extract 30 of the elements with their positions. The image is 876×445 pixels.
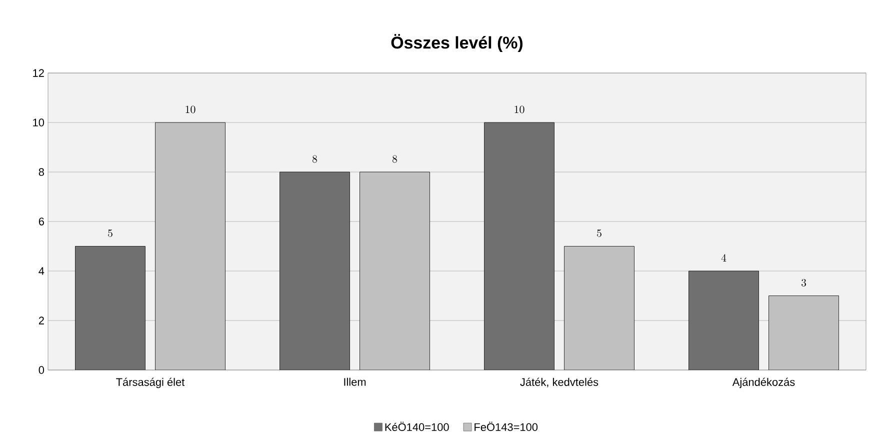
bar [360,172,430,370]
bar [280,172,350,370]
bar [768,296,839,370]
x-tick-label: Játék, kedvtelés [520,378,598,388]
x-tick-label: Illem [344,378,366,386]
bar [564,246,634,370]
y-tick-label: 12 [33,69,44,77]
data-label: 8 [312,155,318,163]
y-tick-label: 0 [38,366,44,374]
data-label: 10 [514,106,524,114]
legend-label: KéÖ140=100 [385,422,449,431]
data-label: 5 [597,229,602,237]
y-tick-label: 10 [33,118,44,126]
y-tick-label: 2 [38,316,44,324]
y-tick-label: 4 [38,267,44,275]
x-tick-label: Ajándékozás [732,378,795,388]
data-label: 5 [108,229,112,237]
bar [484,122,554,370]
y-tick-label: 6 [38,218,44,226]
bar [688,270,759,370]
y-tick-label: 8 [38,168,44,176]
legend-label: FeÖ143=100 [474,422,538,431]
data-label: 8 [392,155,398,163]
data-label: 3 [801,278,806,286]
bar [155,122,226,370]
bar [75,246,146,370]
data-label: 4 [721,254,726,262]
chart-title: Összes levél (%) [391,34,523,52]
x-tick-label: Társasági élet [116,378,185,388]
data-label: 10 [186,106,196,114]
